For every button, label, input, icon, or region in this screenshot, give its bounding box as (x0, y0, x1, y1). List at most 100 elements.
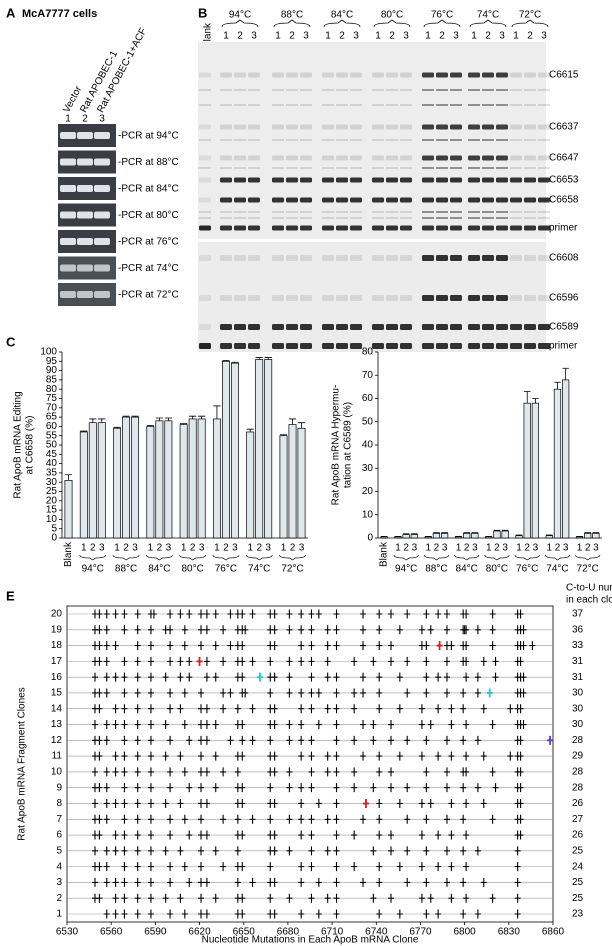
temperature-label: 88°C (281, 10, 303, 21)
mutation-mark (121, 656, 128, 666)
mutation-mark (423, 735, 430, 745)
gel-band (248, 167, 260, 169)
lane-number: 2 (389, 31, 395, 42)
mutation-mark (112, 893, 119, 903)
mutation-mark (134, 909, 141, 919)
mutation-mark (474, 783, 481, 793)
gel-band (538, 343, 550, 349)
y-tick-label: 10 (46, 514, 58, 525)
y-tick-label: 95 (46, 356, 58, 367)
gel-band (468, 197, 480, 203)
mutation-mark (227, 735, 234, 745)
mutation-mark (480, 798, 487, 808)
band-label: primer (549, 341, 578, 352)
mutation-mark (351, 735, 358, 745)
gel-band (510, 324, 522, 330)
mutation-mark (147, 830, 154, 840)
mutation-mark (460, 783, 467, 793)
lane-number: 3 (99, 114, 105, 125)
gel-band (322, 255, 334, 261)
mutation-mark (308, 656, 315, 666)
gel-band (286, 89, 298, 91)
y-tick-label: 90 (46, 365, 58, 376)
gel-band (468, 72, 480, 78)
clone-label: 9 (56, 782, 62, 793)
mutation-mark (134, 862, 141, 872)
mutation-mark (388, 830, 394, 840)
mutation-mark (198, 609, 205, 619)
mutation-mark (121, 751, 128, 761)
mutation-mark (198, 893, 205, 903)
y-tick-label: 100 (40, 347, 57, 358)
group-label: 94°C (395, 564, 417, 575)
mutation-mark (480, 704, 487, 714)
error-bar (501, 529, 509, 532)
clone-label: 12 (51, 735, 63, 746)
mutation-mark (134, 877, 141, 887)
x-tick-label: 2 (403, 543, 409, 554)
mutation-mark (267, 862, 274, 872)
gel-band (510, 167, 522, 169)
mutation-mark (239, 735, 246, 745)
gel-band (372, 104, 384, 106)
mutation-mark (286, 767, 293, 777)
count-label: 26 (572, 830, 584, 841)
mutation-mark (203, 830, 210, 840)
mutation-mark (298, 751, 305, 761)
gel-band (300, 72, 312, 78)
mutation-mark (271, 846, 278, 856)
y-axis-label: Rat ApoB mRNA Fragment Clones (17, 687, 28, 840)
gel-band (436, 343, 448, 349)
mutation-mark (203, 672, 210, 682)
gel-band (248, 139, 260, 141)
mutation-mark (239, 862, 246, 872)
gel-band (372, 324, 384, 330)
mutation-mark (388, 893, 394, 903)
clone-label: 17 (51, 656, 63, 667)
gel-band (234, 211, 246, 213)
x-tick-label: 3 (533, 543, 539, 554)
mutation-mark (315, 609, 322, 619)
gel-band (350, 177, 362, 183)
panel-letter: A (6, 5, 16, 20)
error-bar (546, 534, 553, 536)
mutation-mark (203, 767, 210, 777)
clone-label: 3 (56, 877, 62, 888)
x-tick-label: 2 (290, 543, 296, 554)
gel-band (468, 139, 480, 141)
mutation-mark (333, 893, 340, 903)
bracket (373, 19, 411, 28)
gel-band (220, 124, 232, 130)
x-tick-label: Blank (63, 541, 74, 567)
gel-band (336, 217, 348, 219)
mutation-mark (212, 641, 219, 651)
count-label: 25 (572, 877, 584, 888)
x-tick-label: 1 (547, 543, 553, 554)
gel-band (322, 124, 334, 130)
mutation-mark (492, 656, 499, 666)
mutation-mark (443, 656, 450, 666)
bar (113, 427, 122, 539)
gel-band (350, 255, 362, 261)
mutation-mark (227, 641, 234, 651)
mutation-mark (376, 814, 383, 824)
mutation-mark (267, 783, 274, 793)
x-tick-label: 6710 (321, 927, 344, 938)
gel-band (272, 217, 284, 219)
mutation-mark (271, 641, 278, 651)
y-tick-label: 55 (46, 430, 58, 441)
gel-band (524, 343, 536, 349)
mutation-mark (298, 704, 305, 714)
mutation-mark (103, 767, 110, 777)
gel-band (524, 104, 536, 106)
gel-band (524, 124, 536, 130)
mutation-mark (186, 672, 193, 682)
gel-band (538, 89, 550, 91)
mutation-mark (181, 720, 188, 730)
mutation-mark (198, 704, 205, 714)
mutation-mark (121, 672, 128, 682)
gel-band (199, 89, 211, 91)
mutation-mark (181, 641, 188, 651)
mutation-mark (220, 767, 227, 777)
bracket (221, 19, 259, 28)
